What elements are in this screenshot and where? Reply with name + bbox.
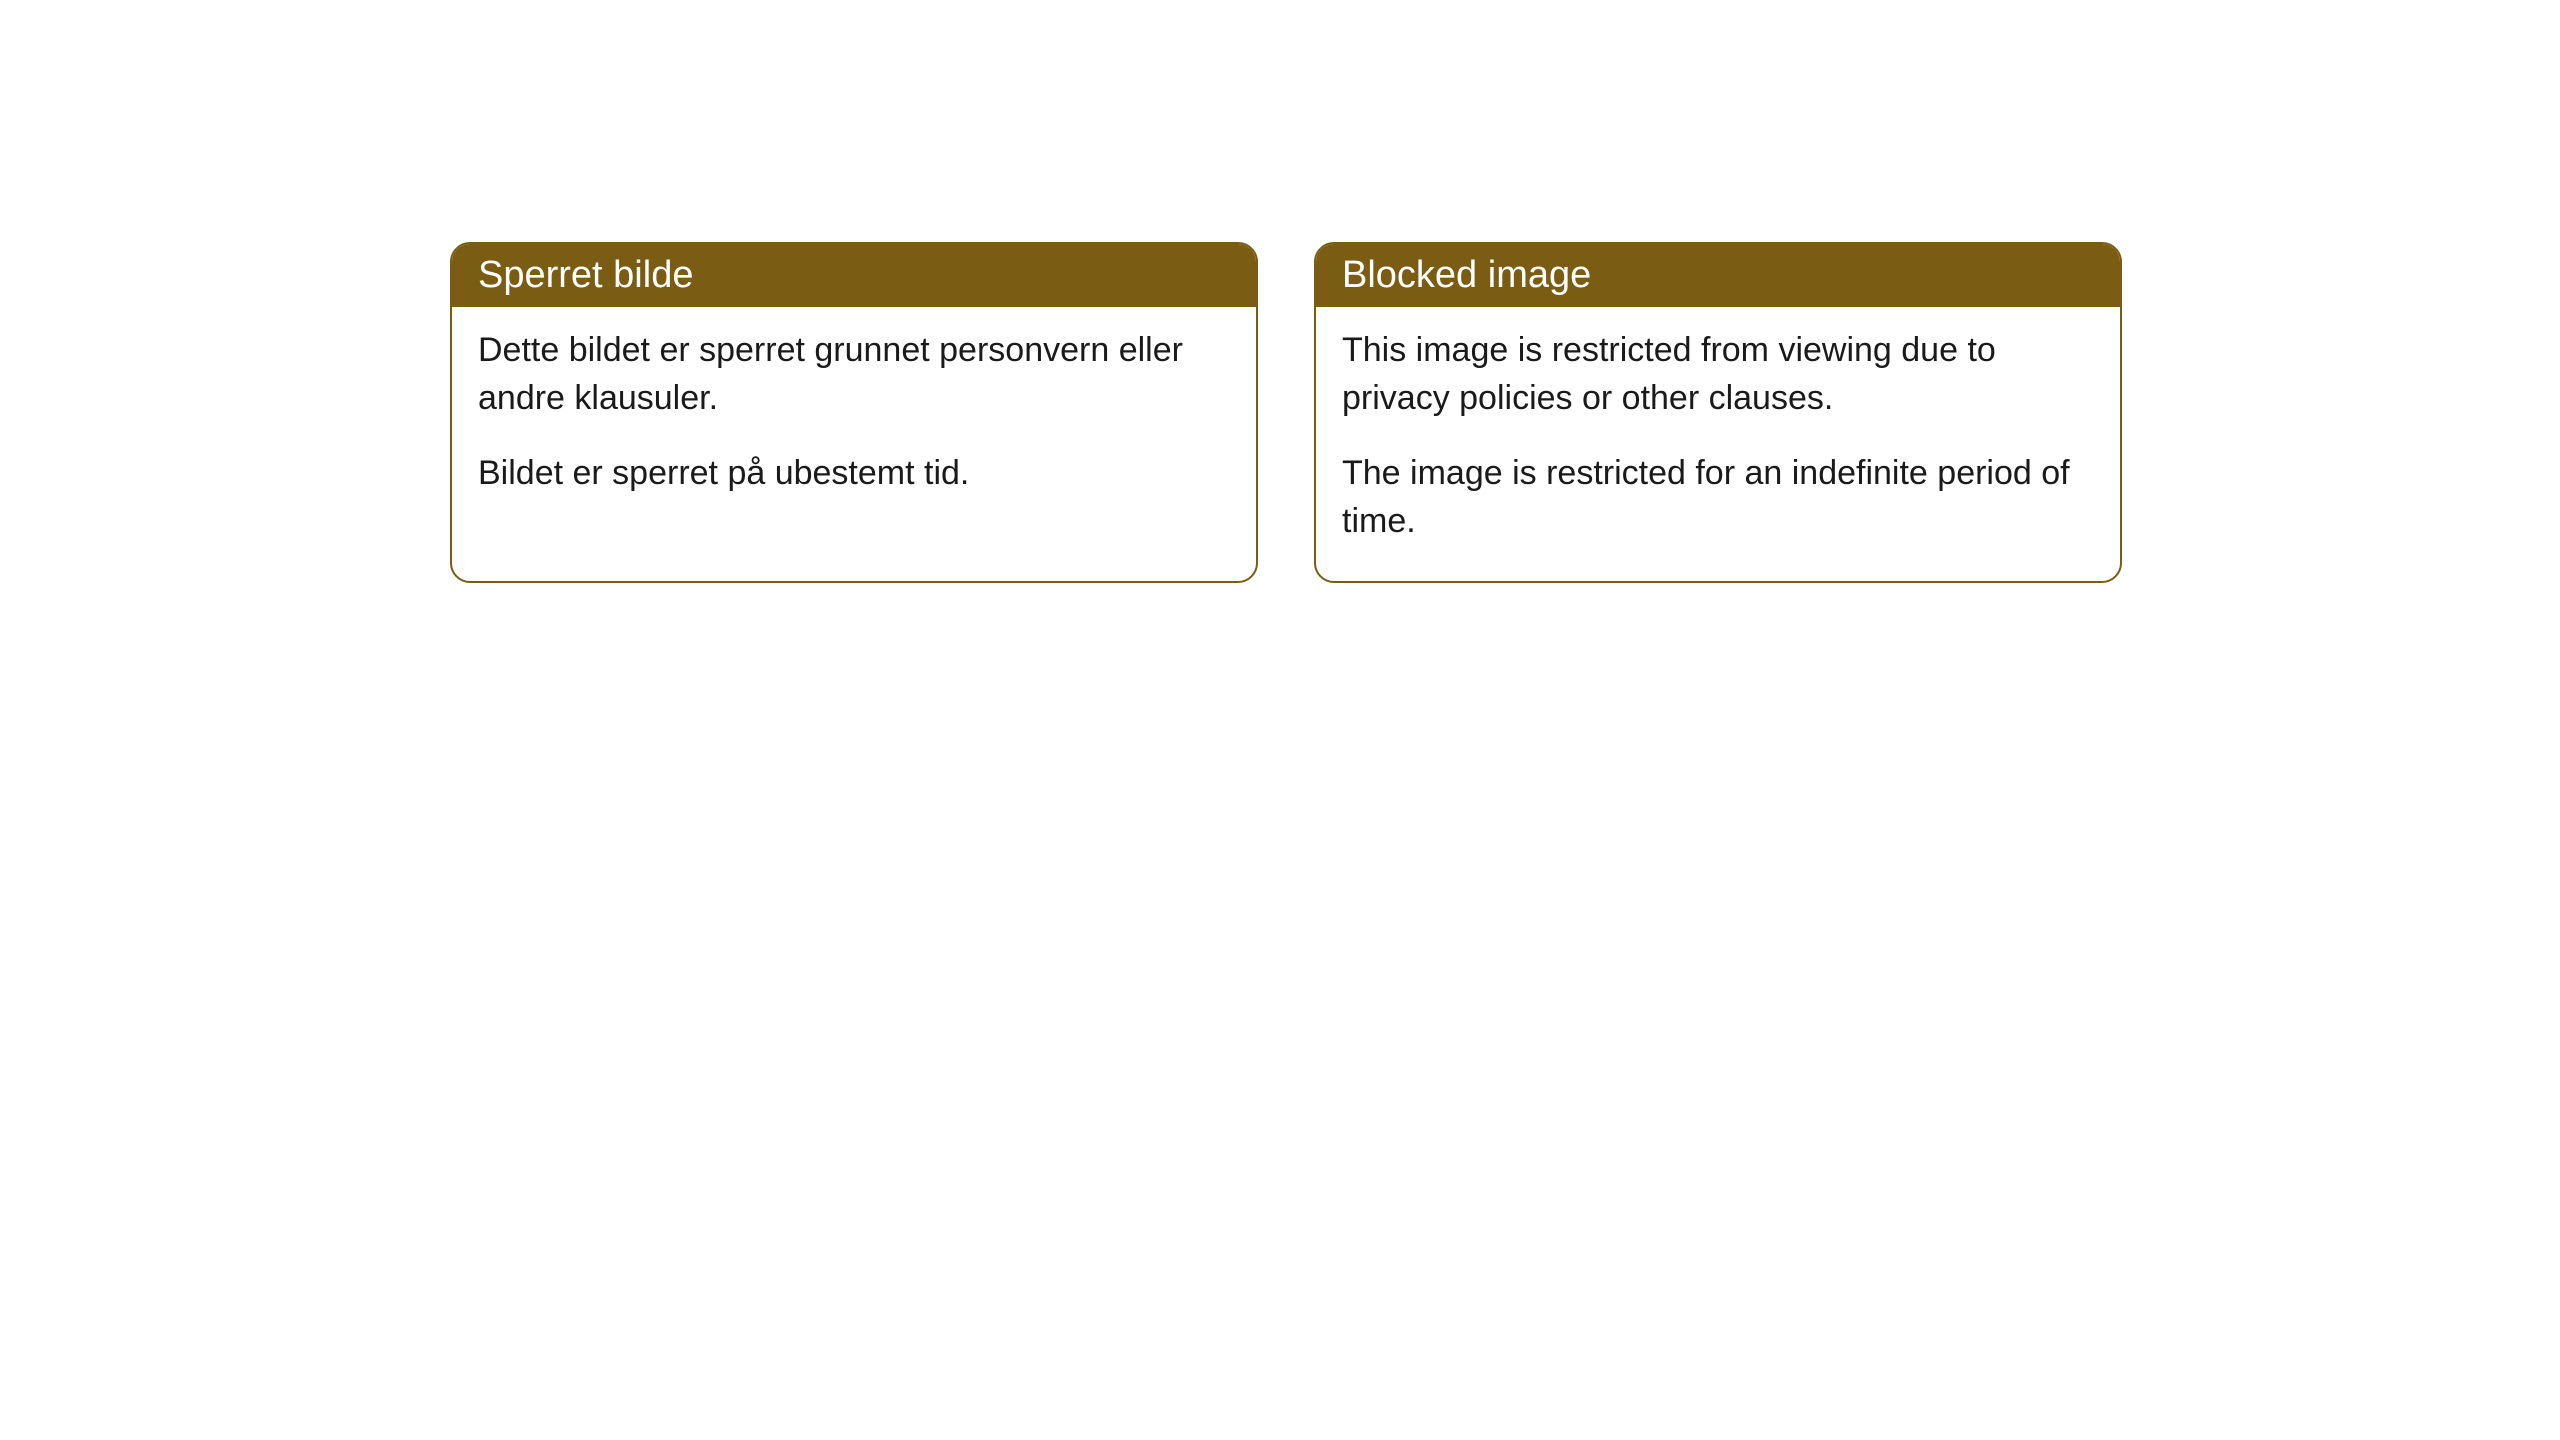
notice-container: Sperret bilde Dette bildet er sperret gr… [450, 242, 2122, 583]
card-title: Blocked image [1342, 254, 1591, 296]
card-header: Blocked image [1316, 244, 2120, 307]
card-body: This image is restricted from viewing du… [1316, 307, 2120, 581]
card-paragraph: The image is restricted for an indefinit… [1342, 450, 2094, 545]
notice-card-norwegian: Sperret bilde Dette bildet er sperret gr… [450, 242, 1258, 583]
card-header: Sperret bilde [452, 244, 1256, 307]
card-paragraph: Dette bildet er sperret grunnet personve… [478, 327, 1230, 422]
card-title: Sperret bilde [478, 254, 693, 296]
card-paragraph: This image is restricted from viewing du… [1342, 327, 2094, 422]
card-body: Dette bildet er sperret grunnet personve… [452, 307, 1256, 534]
card-paragraph: Bildet er sperret på ubestemt tid. [478, 450, 1230, 498]
notice-card-english: Blocked image This image is restricted f… [1314, 242, 2122, 583]
